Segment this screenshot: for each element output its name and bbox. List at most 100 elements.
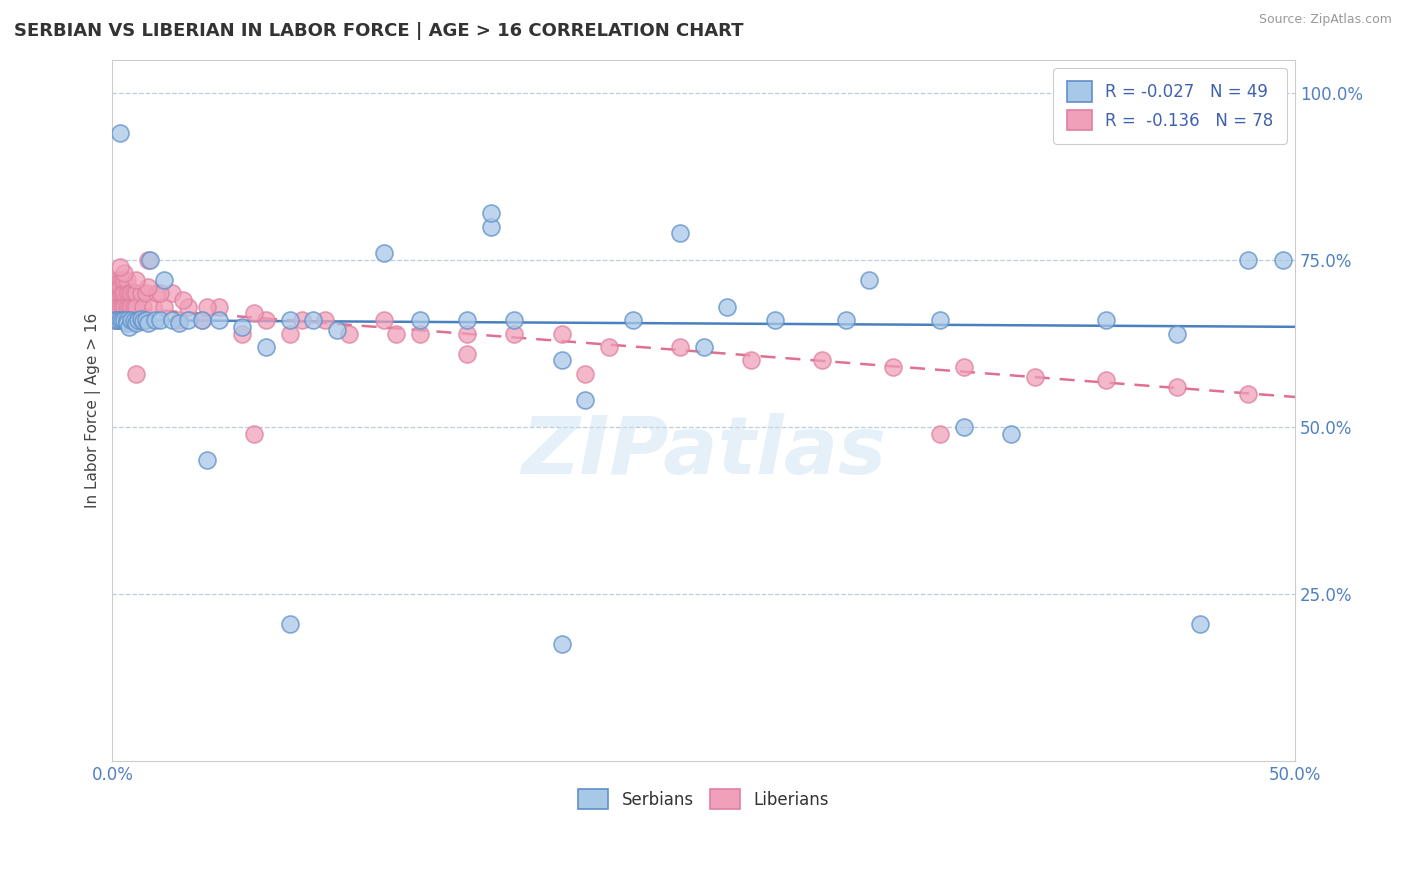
- Point: [208, 313, 231, 327]
- Point: [763, 313, 786, 327]
- Point: [118, 300, 141, 314]
- Point: [108, 273, 131, 287]
- Point: [112, 286, 135, 301]
- Point: [105, 300, 128, 314]
- Point: [120, 300, 142, 314]
- Text: Source: ZipAtlas.com: Source: ZipAtlas.com: [1258, 13, 1392, 27]
- Point: [254, 313, 277, 327]
- Point: [598, 340, 620, 354]
- Point: [302, 313, 325, 327]
- Point: [125, 317, 148, 331]
- Point: [136, 253, 159, 268]
- Point: [104, 313, 127, 327]
- Point: [125, 286, 148, 301]
- Point: [118, 286, 141, 301]
- Point: [115, 317, 138, 331]
- Point: [104, 286, 127, 301]
- Point: [291, 313, 314, 327]
- Point: [115, 286, 138, 301]
- Point: [479, 219, 502, 234]
- Point: [132, 300, 155, 314]
- Point: [456, 326, 478, 341]
- Point: [574, 367, 596, 381]
- Point: [129, 286, 152, 301]
- Point: [172, 293, 194, 307]
- Point: [669, 227, 692, 241]
- Point: [456, 346, 478, 360]
- Text: SERBIAN VS LIBERIAN IN LABOR FORCE | AGE > 16 CORRELATION CHART: SERBIAN VS LIBERIAN IN LABOR FORCE | AGE…: [14, 22, 744, 40]
- Point: [129, 311, 152, 326]
- Point: [108, 313, 131, 327]
- Point: [122, 300, 145, 314]
- Point: [111, 313, 134, 327]
- Point: [669, 340, 692, 354]
- Point: [551, 353, 574, 368]
- Point: [105, 313, 128, 327]
- Point: [149, 286, 172, 301]
- Point: [326, 323, 349, 337]
- Point: [882, 359, 904, 374]
- Point: [108, 126, 131, 140]
- Point: [191, 313, 214, 327]
- Point: [132, 314, 155, 328]
- Point: [1236, 386, 1258, 401]
- Point: [108, 300, 131, 314]
- Point: [149, 313, 172, 327]
- Point: [111, 286, 134, 301]
- Point: [716, 300, 738, 314]
- Point: [1094, 373, 1116, 387]
- Point: [112, 313, 135, 327]
- Point: [1024, 370, 1046, 384]
- Point: [160, 286, 183, 301]
- Point: [503, 313, 526, 327]
- Point: [929, 426, 952, 441]
- Point: [191, 313, 214, 327]
- Point: [231, 326, 253, 341]
- Point: [105, 273, 128, 287]
- Point: [115, 273, 138, 287]
- Point: [503, 326, 526, 341]
- Point: [153, 300, 176, 314]
- Point: [278, 313, 301, 327]
- Point: [127, 313, 149, 327]
- Point: [243, 306, 266, 320]
- Point: [136, 279, 159, 293]
- Point: [811, 353, 834, 368]
- Point: [195, 453, 218, 467]
- Point: [112, 266, 135, 280]
- Point: [108, 286, 131, 301]
- Point: [953, 359, 976, 374]
- Point: [621, 313, 644, 327]
- Point: [104, 313, 127, 327]
- Point: [1000, 426, 1022, 441]
- Point: [118, 319, 141, 334]
- Point: [118, 313, 141, 327]
- Point: [231, 319, 253, 334]
- Point: [139, 253, 162, 268]
- Point: [153, 273, 176, 287]
- Point: [142, 300, 165, 314]
- Point: [115, 300, 138, 314]
- Point: [1094, 313, 1116, 327]
- Legend: Serbians, Liberians: Serbians, Liberians: [572, 782, 835, 816]
- Point: [551, 326, 574, 341]
- Point: [167, 313, 190, 327]
- Point: [108, 279, 131, 293]
- Point: [146, 286, 169, 301]
- Point: [122, 314, 145, 328]
- Point: [195, 300, 218, 314]
- Point: [125, 273, 148, 287]
- Point: [243, 426, 266, 441]
- Text: ZIPatlas: ZIPatlas: [522, 413, 886, 491]
- Point: [177, 313, 200, 327]
- Point: [929, 313, 952, 327]
- Point: [953, 420, 976, 434]
- Point: [479, 206, 502, 220]
- Point: [136, 317, 159, 331]
- Point: [1166, 326, 1188, 341]
- Point: [373, 246, 395, 260]
- Point: [456, 313, 478, 327]
- Point: [693, 340, 716, 354]
- Point: [834, 313, 856, 327]
- Point: [740, 353, 762, 368]
